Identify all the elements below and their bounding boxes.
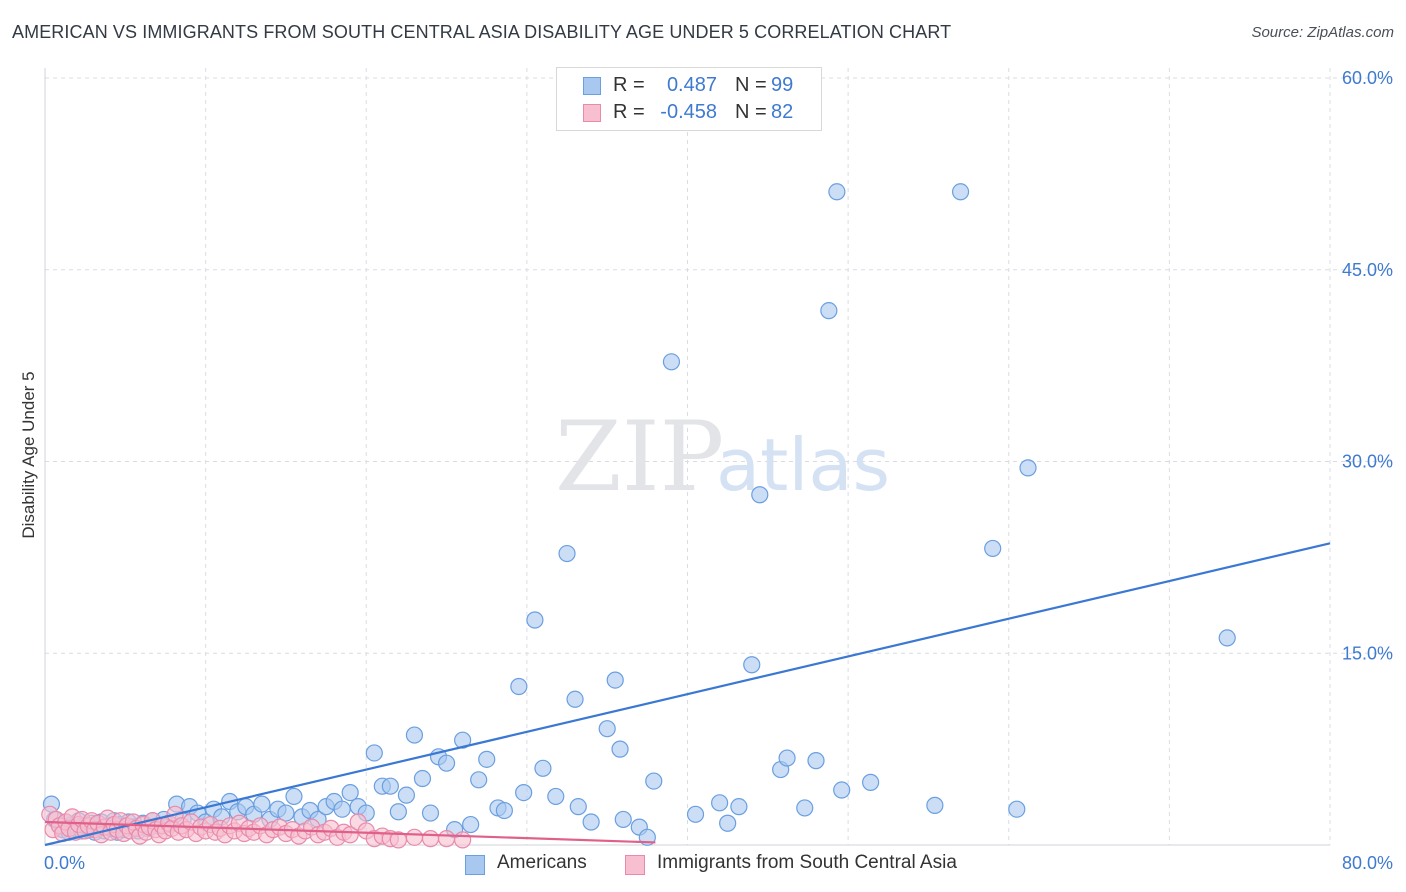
x-tick-label: 80.0% [1342,853,1393,873]
point-americans[interactable] [828,183,846,201]
point-americans[interactable] [381,777,399,795]
correlation-stats-box: R = 0.487 N = 99 R = -0.458 N = 82 [556,67,822,131]
point-immigrants[interactable] [341,826,359,844]
point-americans[interactable] [1008,800,1026,818]
point-americans[interactable] [1019,459,1037,477]
point-americans[interactable] [743,656,761,674]
tick-labels: 15.0% 30.0% 45.0% 60.0% 0.0% 80.0% [44,68,1393,873]
point-americans[interactable] [796,799,814,817]
point-americans[interactable] [778,749,796,767]
watermark-zip: ZIP [555,401,724,513]
point-americans[interactable] [984,539,1002,558]
point-americans[interactable] [558,544,576,563]
point-immigrants[interactable] [421,830,440,848]
point-americans[interactable] [820,302,838,320]
n-value: 82 [771,101,794,123]
point-americans[interactable] [397,786,416,804]
point-americans[interactable] [510,677,528,696]
y-tick-label: 30.0% [1342,452,1393,472]
point-americans[interactable] [413,769,432,788]
point-americans[interactable] [534,759,552,777]
point-americans[interactable] [421,804,440,822]
point-americans[interactable] [470,771,488,789]
y-tick-label: 60.0% [1342,68,1393,88]
point-americans[interactable] [730,798,748,816]
point-americans[interactable] [645,772,663,790]
legend-swatch-immigrants [625,855,645,875]
point-americans[interactable] [389,803,407,821]
point-americans[interactable] [566,690,584,708]
point-americans[interactable] [437,754,456,772]
watermark: ZIP atlas [555,401,890,513]
stats-swatch-immigrants [583,104,601,122]
y-axis-label: Disability Age Under 5 [19,371,38,538]
legend-label-americans: Americans [497,852,587,873]
r-label: R = [613,101,645,123]
point-americans[interactable] [569,798,587,816]
point-americans[interactable] [365,744,383,762]
point-immigrants[interactable] [454,831,472,849]
point-americans[interactable] [926,796,944,814]
gridlines [45,68,1392,845]
watermark-atlas: atlas [716,423,890,507]
stats-swatch-americans [583,77,601,95]
point-americans[interactable] [515,783,533,802]
point-americans[interactable] [285,787,303,806]
data-points [41,183,1236,849]
chart-title: AMERICAN VS IMMIGRANTS FROM SOUTH CENTRA… [12,22,952,42]
point-americans[interactable] [598,720,616,738]
x-tick-label: 0.0% [44,853,85,873]
r-value: -0.458 [660,101,717,123]
stats-row-immigrants: R = -0.458 N = 82 [557,101,821,127]
point-americans[interactable] [526,611,544,629]
point-americans[interactable] [807,752,825,770]
y-tick-label: 45.0% [1342,260,1393,280]
point-americans[interactable] [277,804,295,822]
point-americans[interactable] [719,814,737,832]
point-immigrants[interactable] [405,828,424,846]
point-americans[interactable] [611,740,629,758]
point-americans[interactable] [478,750,496,768]
point-americans[interactable] [1218,629,1236,647]
point-americans[interactable] [582,813,600,831]
axes [44,68,1330,846]
point-americans[interactable] [341,783,359,802]
point-americans[interactable] [405,726,424,744]
point-americans[interactable] [614,810,632,829]
legend-label-immigrants: Immigrants from South Central Asia [657,852,957,873]
point-americans[interactable] [833,781,851,799]
point-americans[interactable] [951,183,970,201]
y-tick-label: 15.0% [1342,643,1393,663]
point-americans[interactable] [662,353,681,371]
point-americans[interactable] [686,805,705,823]
point-americans[interactable] [606,671,624,689]
trend-lines [44,542,1331,847]
r-label: R = [613,74,645,96]
point-americans[interactable] [454,731,472,749]
n-label: N = [735,101,767,123]
point-americans[interactable] [495,801,513,820]
source-credit: Source: ZipAtlas.com [1251,24,1394,41]
trend-line-americans [44,542,1331,847]
legend-swatch-americans [465,855,485,875]
point-americans[interactable] [333,800,351,818]
point-americans[interactable] [711,794,729,812]
point-americans[interactable] [253,795,271,813]
n-label: N = [735,74,767,96]
stats-row-americans: R = 0.487 N = 99 [557,74,821,100]
point-americans[interactable] [862,773,880,791]
point-americans[interactable] [462,815,480,834]
n-value: 99 [771,74,794,96]
trend-line-immigrants [44,820,656,844]
r-value: 0.487 [666,74,717,96]
point-americans[interactable] [751,486,769,504]
point-americans[interactable] [547,787,565,806]
point-immigrants[interactable] [437,830,456,848]
